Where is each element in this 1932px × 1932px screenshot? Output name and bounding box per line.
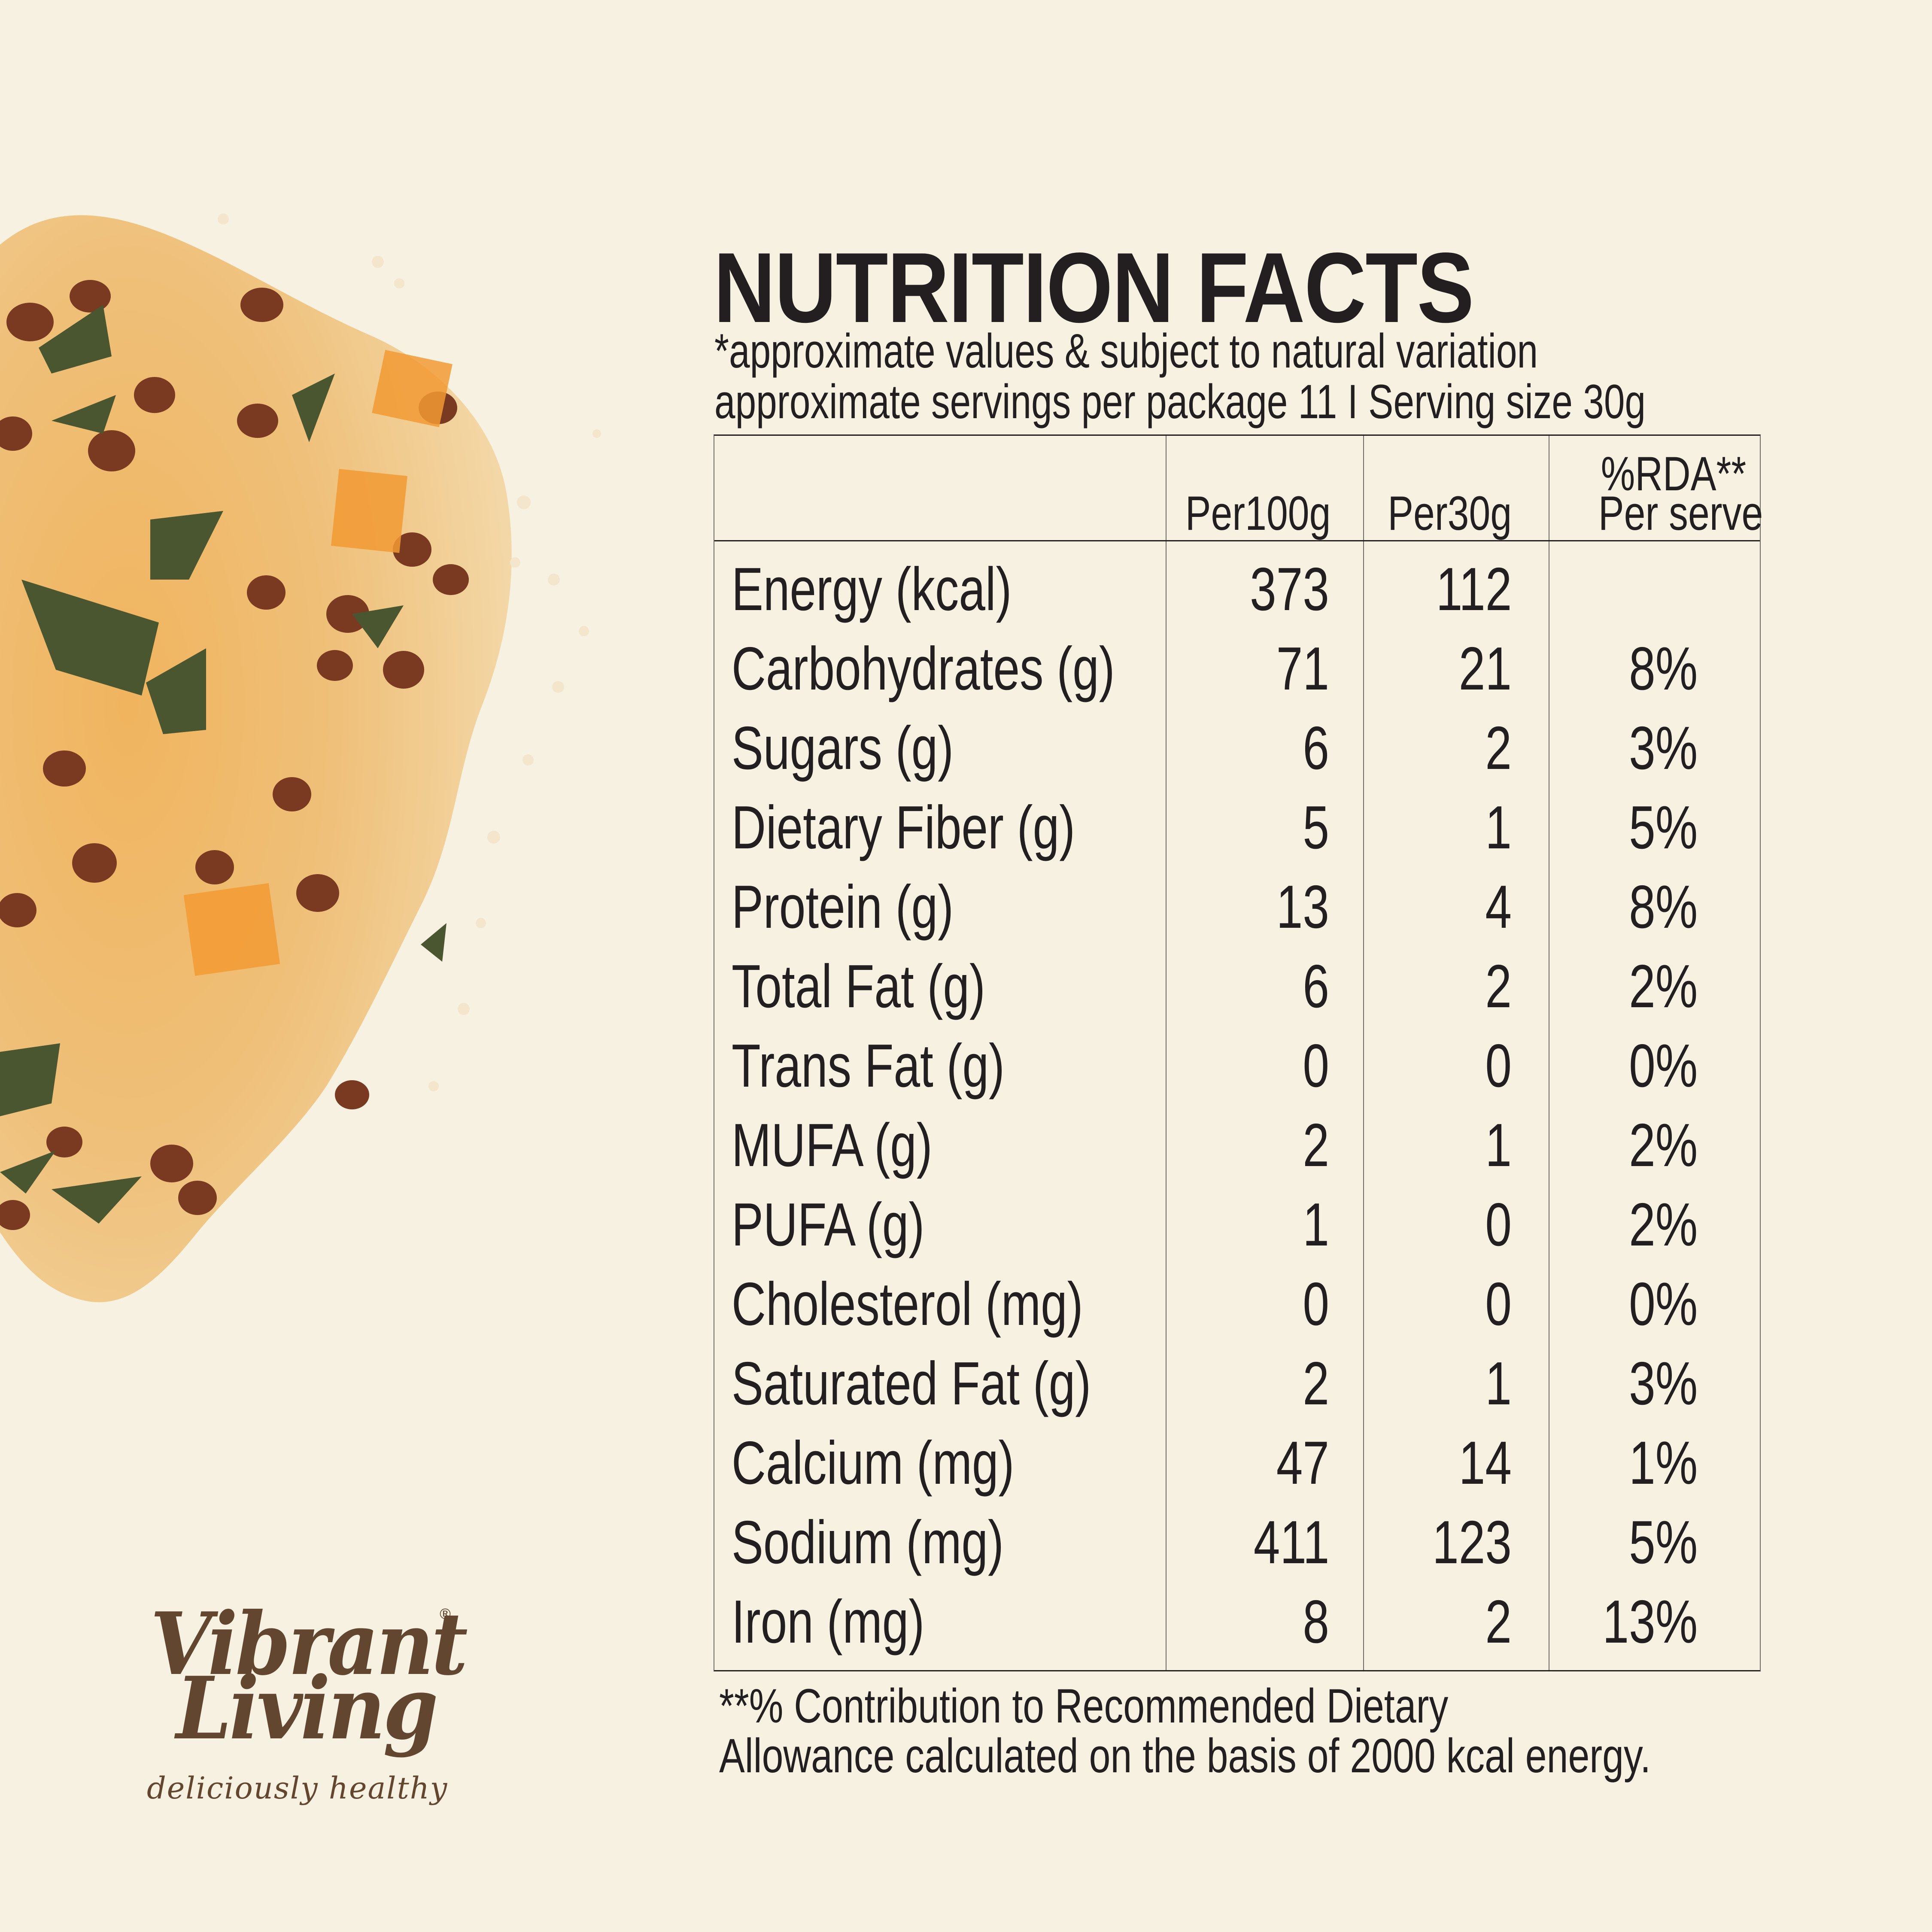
header-divider	[714, 540, 1760, 541]
per100g-value: 6	[1303, 952, 1329, 1021]
per100g-value: 373	[1250, 555, 1329, 623]
per30g-value: 2	[1485, 1588, 1512, 1656]
per30g-value: 123	[1432, 1508, 1512, 1577]
nutrient-name: Carbohydrates (g)	[732, 635, 1115, 703]
per100g-value: 8	[1303, 1588, 1329, 1656]
per30g-value: 1	[1485, 1111, 1512, 1179]
per100g-value: 5	[1303, 793, 1329, 862]
rda-value: 3%	[1628, 714, 1698, 782]
nutrient-name: Energy (kcal)	[732, 555, 1012, 623]
nutrient-name: Sodium (mg)	[732, 1508, 1004, 1577]
brand-tagline: deliciously healthy	[147, 1771, 448, 1806]
rda-value	[1526, 550, 1698, 629]
table-row: Calcium (mg) 47 14 1%	[714, 1423, 1760, 1503]
table-row: Total Fat (g) 6 2 2%	[714, 947, 1760, 1026]
rda-footnote-line2: Allowance calculated on the basis of 200…	[719, 1729, 1651, 1783]
per100g-value: 2	[1303, 1349, 1329, 1418]
column-header-per30g: Per30g	[1388, 486, 1512, 540]
per100g-value: 71	[1276, 635, 1329, 703]
column-header-per100g: Per100g	[1185, 486, 1331, 540]
snack-mix-image	[0, 213, 601, 1303]
brand-logo: Vibrant Living ® deliciously healthy	[142, 1601, 468, 1825]
per100g-value: 47	[1276, 1429, 1329, 1497]
per30g-value: 1	[1485, 793, 1512, 862]
nutrient-name: Iron (mg)	[732, 1588, 925, 1656]
rda-value: 2%	[1628, 952, 1698, 1021]
registered-mark-icon: ®	[438, 1606, 453, 1623]
nutrient-name: Dietary Fiber (g)	[732, 793, 1075, 862]
nutrient-name: MUFA (g)	[732, 1111, 933, 1179]
nutrient-name: Cholesterol (mg)	[732, 1270, 1083, 1338]
nutrient-name: PUFA (g)	[732, 1191, 925, 1259]
table-row: Dietary Fiber (g) 5 1 5%	[714, 788, 1760, 867]
table-row: Sugars (g) 6 2 3%	[714, 708, 1760, 788]
per100g-value: 0	[1303, 1270, 1329, 1338]
rda-value: 0%	[1628, 1032, 1698, 1100]
per100g-value: 6	[1303, 714, 1329, 782]
per100g-value: 2	[1303, 1111, 1329, 1179]
column-divider	[1363, 436, 1364, 1670]
serving-info: approximate servings per package 11 I Se…	[714, 375, 1646, 428]
page-title: NUTRITION FACTS	[714, 232, 1474, 343]
rda-value: 1%	[1628, 1429, 1698, 1497]
per100g-value: 13	[1276, 873, 1329, 941]
table-row: Carbohydrates (g) 71 21 8%	[714, 629, 1760, 708]
rda-value: 3%	[1628, 1349, 1698, 1418]
table-row: Iron (mg) 8 2 13%	[714, 1582, 1760, 1662]
table-row: Energy (kcal) 373 112	[714, 550, 1760, 629]
table-row: Trans Fat (g) 0 0 0%	[714, 1026, 1760, 1106]
rda-value: 13%	[1602, 1588, 1698, 1656]
per30g-value: 0	[1485, 1191, 1512, 1259]
column-header-rda: %RDA**	[1601, 447, 1746, 501]
table-row: PUFA (g) 1 0 2%	[714, 1185, 1760, 1264]
per30g-value: 2	[1485, 714, 1512, 782]
nutrient-name: Sugars (g)	[732, 714, 954, 782]
rda-value: 5%	[1628, 1508, 1698, 1577]
per100g-value: 0	[1303, 1032, 1329, 1100]
rda-value: 8%	[1628, 635, 1698, 703]
per30g-value: 4	[1485, 873, 1512, 941]
table-row: Protein (g) 13 4 8%	[714, 867, 1760, 947]
approximate-values-note: *approximate values & subject to natural…	[714, 324, 1538, 378]
brand-name-line2: Living	[176, 1658, 438, 1759]
nutrient-name: Saturated Fat (g)	[732, 1349, 1091, 1418]
nutrient-name: Total Fat (g)	[732, 952, 985, 1021]
per30g-value: 112	[1436, 555, 1512, 623]
nutrient-name: Trans Fat (g)	[732, 1032, 1005, 1100]
per30g-value: 21	[1458, 635, 1512, 703]
nutrient-name: Calcium (mg)	[732, 1429, 1015, 1497]
nutrient-name: Protein (g)	[732, 873, 954, 941]
brand-name-line1: Vibrant	[150, 1594, 468, 1695]
table-row: Cholesterol (mg) 0 0 0%	[714, 1264, 1760, 1344]
rda-footnote-line1: **% Contribution to Recommended Dietary	[719, 1679, 1449, 1733]
per100g-value: 1	[1303, 1191, 1329, 1259]
rda-value: 2%	[1628, 1191, 1698, 1259]
per30g-value: 1	[1485, 1349, 1512, 1418]
rda-value: 2%	[1628, 1111, 1698, 1179]
nutrition-table: Per100g Per30g %RDA** Per serve Energy (…	[714, 434, 1763, 1671]
per30g-value: 0	[1485, 1032, 1512, 1100]
per30g-value: 14	[1458, 1429, 1512, 1497]
table-row: MUFA (g) 2 1 2%	[714, 1106, 1760, 1185]
table-row: Sodium (mg) 411 123 5%	[714, 1503, 1760, 1582]
table-row: Saturated Fat (g) 2 1 3%	[714, 1344, 1760, 1423]
column-header-per-serve: Per serve	[1598, 486, 1763, 540]
rda-value: 5%	[1628, 793, 1698, 862]
per30g-value: 2	[1485, 952, 1512, 1021]
rda-value: 0%	[1628, 1270, 1698, 1338]
per30g-value: 0	[1485, 1270, 1512, 1338]
per100g-value: 411	[1253, 1508, 1329, 1577]
rda-value: 8%	[1628, 873, 1698, 941]
